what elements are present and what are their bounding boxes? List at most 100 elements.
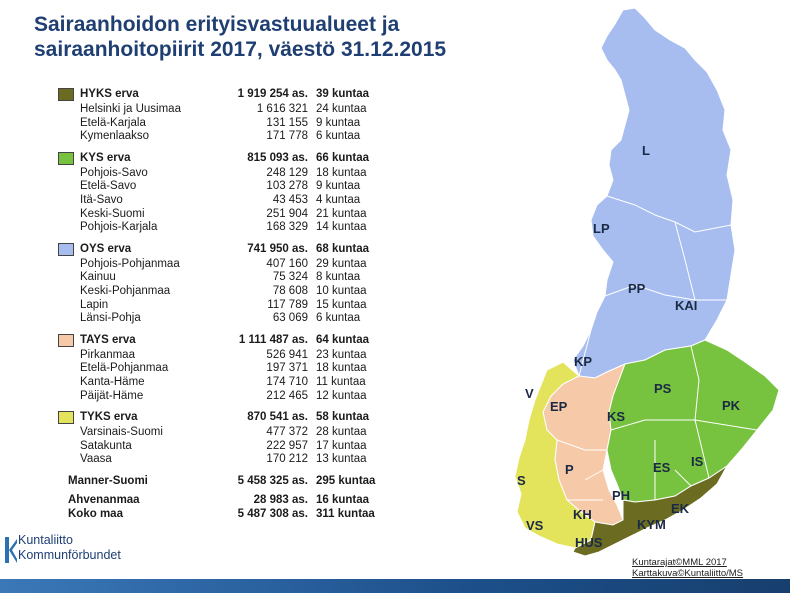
district-row-name: Länsi-Pohja: [80, 312, 141, 325]
erva-header-name: TAYS erva: [80, 333, 136, 346]
district-row-name: Etelä-Karjala: [80, 116, 146, 129]
district-row-municipalities: 28 kuntaa: [316, 426, 367, 439]
erva-color-swatch: [58, 151, 74, 165]
map-label-p: P: [565, 462, 574, 477]
total-row-name: Manner-Suomi: [68, 474, 148, 487]
district-row-population: 170 212: [266, 453, 308, 466]
district-row-population: 171 778: [266, 130, 308, 143]
district-row: Päijät-Häme 212 465 12 kuntaa: [58, 390, 398, 404]
district-row-municipalities: 23 kuntaa: [316, 348, 367, 361]
district-row-population: 222 957: [266, 439, 308, 452]
district-row-population: 78 608: [272, 284, 308, 297]
district-row: Etelä-Savo 103 278 9 kuntaa: [58, 180, 398, 194]
district-row-municipalities: 24 kuntaa: [316, 103, 367, 115]
total-row-population: 5 487 308 as.: [237, 508, 308, 521]
district-row-name: Kainuu: [80, 271, 116, 284]
region-oys: [572, 7, 736, 379]
total-row-name: Ahvenanmaa: [68, 494, 140, 507]
district-row-population: 1 616 321: [256, 103, 308, 115]
district-row: Helsinki ja Uusimaa 1 616 321 24 kuntaa: [58, 103, 398, 117]
district-row-name: Varsinais-Suomi: [80, 426, 163, 439]
district-row-name: Satakunta: [80, 439, 132, 452]
map-label-pp: PP: [628, 281, 646, 296]
district-row-municipalities: 9 kuntaa: [316, 116, 361, 129]
erva-header: HYKS erva 1 919 254 as. 39 kuntaa: [58, 88, 398, 103]
erva-header-population: 1 919 254 as.: [237, 88, 308, 100]
total-row-population: 28 983 as.: [253, 494, 308, 507]
map-label-vs: VS: [526, 518, 544, 533]
map-label-kai: KAI: [675, 298, 697, 313]
district-row-population: 526 941: [266, 348, 308, 361]
erva-header: TAYS erva 1 111 487 as. 64 kuntaa: [58, 333, 398, 349]
erva-header-municipalities: 64 kuntaa: [316, 333, 370, 346]
logo-line-1: Kuntaliitto: [18, 533, 73, 547]
total-row-municipalities: 295 kuntaa: [316, 474, 376, 487]
map-label-kh: KH: [573, 507, 592, 522]
district-row-name: Itä-Savo: [80, 193, 123, 206]
district-row-municipalities: 18 kuntaa: [316, 362, 367, 375]
total-row: Ahvenanmaa 28 983 as. 16 kuntaa: [58, 494, 398, 508]
erva-header: TYKS erva 870 541 as. 58 kuntaa: [58, 411, 398, 426]
erva-header-name: OYS erva: [80, 242, 132, 255]
district-row-name: Lapin: [80, 298, 109, 311]
district-row-population: 117 789: [267, 298, 308, 311]
region-kys: [606, 339, 780, 503]
district-row-name: Pohjois-Karjala: [80, 221, 158, 234]
map-label-ek: EK: [671, 501, 690, 516]
population-table: HYKS erva 1 919 254 as. 39 kuntaa Helsinki …: [58, 88, 398, 522]
credit-line-1: Kuntarajat©MML 2017: [632, 557, 727, 568]
district-borders: [556, 195, 758, 501]
district-row-population: 174 710: [266, 375, 308, 388]
erva-header-municipalities: 68 kuntaa: [316, 242, 370, 255]
district-row-municipalities: 17 kuntaa: [316, 439, 367, 452]
district-row: Etelä-Pohjanmaa 197 371 18 kuntaa: [58, 362, 398, 376]
district-row: Länsi-Pohja 63 069 6 kuntaa: [58, 312, 398, 326]
map-label-ep: EP: [550, 399, 568, 414]
map-label-hus: HUS: [575, 535, 603, 550]
district-row-municipalities: 4 kuntaa: [316, 193, 361, 206]
footer-bar: [0, 579, 790, 593]
district-row: Satakunta 222 957 17 kuntaa: [58, 440, 398, 454]
district-row-population: 103 278: [266, 180, 308, 193]
district-row: Kymenlaakso 171 778 6 kuntaa: [58, 130, 398, 144]
district-row: Pohjois-Karjala 168 329 14 kuntaa: [58, 221, 398, 235]
map-credits: Kuntarajat©MML 2017 Karttakuva©Kuntaliit…: [632, 557, 743, 579]
erva-header-population: 870 541 as.: [247, 411, 308, 424]
total-row: Manner-Suomi 5 458 325 as. 295 kuntaa: [58, 475, 398, 489]
erva-header: KYS erva 815 093 as. 66 kuntaa: [58, 151, 398, 167]
district-row-name: Kymenlaakso: [80, 130, 150, 143]
district-row: Pirkanmaa 526 941 23 kuntaa: [58, 349, 398, 363]
page-title: Sairaanhoidon erityisvastuualueet ja sai…: [34, 12, 554, 62]
total-row-name: Koko maa: [68, 508, 123, 521]
district-row-municipalities: 6 kuntaa: [316, 312, 361, 325]
district-row-municipalities: 18 kuntaa: [316, 166, 367, 179]
map-label-ps: PS: [654, 381, 672, 396]
district-row-population: 407 160: [266, 257, 308, 270]
district-row: Keski-Suomi 251 904 21 kuntaa: [58, 208, 398, 222]
map-label-s: S: [517, 473, 526, 488]
map-label-pk: PK: [722, 398, 741, 413]
map-label-kym: KYM: [637, 517, 666, 532]
district-row-name: Pohjois-Savo: [80, 166, 148, 179]
erva-header-population: 741 950 as.: [247, 242, 308, 255]
erva-header-name: HYKS erva: [80, 88, 139, 100]
region-hyks: [572, 465, 728, 557]
district-row-municipalities: 10 kuntaa: [316, 284, 367, 297]
map-label-kp: KP: [574, 354, 592, 369]
district-row-municipalities: 6 kuntaa: [316, 130, 361, 143]
total-row-municipalities: 16 kuntaa: [316, 494, 370, 507]
district-row-population: 63 069: [272, 312, 308, 325]
total-row-population: 5 458 325 as.: [237, 474, 308, 487]
district-row: Lapin 117 789 15 kuntaa: [58, 299, 398, 313]
district-row-name: Päijät-Häme: [80, 389, 144, 402]
district-row-population: 43 453: [272, 193, 308, 206]
erva-color-swatch: [58, 88, 74, 101]
district-row-population: 212 465: [266, 389, 308, 402]
district-row: Vaasa 170 212 13 kuntaa: [58, 453, 398, 467]
district-row-municipalities: 8 kuntaa: [316, 271, 361, 284]
district-row-name: Keski-Suomi: [80, 207, 145, 220]
erva-color-swatch: [58, 411, 74, 425]
erva-header-population: 815 093 as.: [247, 151, 308, 164]
title-line-2: sairaanhoitopiirit 2017, väestö 31.12.20…: [34, 38, 447, 61]
district-row-name: Etelä-Pohjanmaa: [80, 362, 169, 375]
